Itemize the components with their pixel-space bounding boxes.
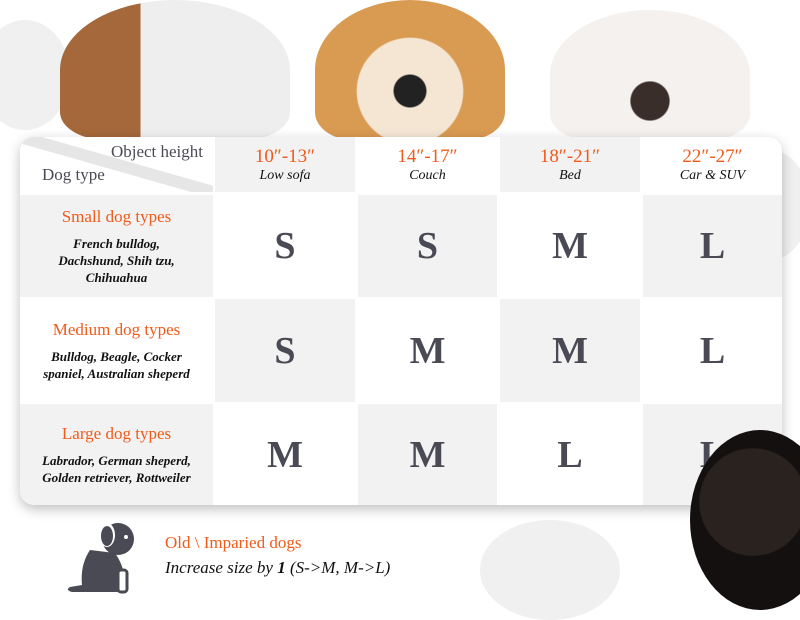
dog-type-title: Large dog types bbox=[61, 423, 172, 443]
height-range: 14″-17″ bbox=[397, 145, 458, 167]
size-cell: M bbox=[358, 299, 497, 402]
object-type: Car & SUV bbox=[679, 167, 746, 183]
object-type: Low sofa bbox=[259, 167, 311, 183]
row-header: Medium dog types Bulldog, Beagle, Cocker… bbox=[20, 299, 213, 402]
column-header: 10″-13″ Low sofa bbox=[215, 137, 355, 192]
size-value: S bbox=[274, 329, 296, 372]
dog-photo-white-dog bbox=[550, 10, 750, 140]
height-range: 22″-27″ bbox=[682, 145, 743, 167]
column-header: 22″-27″ Car & SUV bbox=[643, 137, 782, 192]
breed-list: Labrador, German sheperd, Golden retriev… bbox=[42, 452, 191, 485]
note-text-pre: Increase size by bbox=[165, 558, 278, 577]
dog-photo-spaniel bbox=[690, 430, 800, 610]
size-value: S bbox=[274, 225, 296, 267]
dog-type-label: Dog type bbox=[42, 165, 105, 184]
breed-list: Bulldog, Beagle, Cocker spaniel, Austral… bbox=[43, 348, 190, 381]
dog-type-title: Small dog types bbox=[61, 206, 172, 226]
size-cell: M bbox=[500, 299, 640, 402]
size-cell: S bbox=[215, 299, 355, 402]
dog-photo-bulldog bbox=[60, 0, 290, 140]
size-value: L bbox=[699, 225, 726, 267]
size-cell: L bbox=[643, 299, 782, 402]
size-value: M bbox=[409, 329, 446, 372]
size-value: M bbox=[267, 433, 303, 476]
size-chart-table: Object height Dog type 10″-13″ Low sofa … bbox=[20, 137, 782, 505]
size-cell: S bbox=[215, 195, 355, 297]
height-range: 10″-13″ bbox=[254, 145, 316, 167]
size-cell: L bbox=[643, 195, 782, 297]
breed-list: French bulldog, Dachshund, Shih tzu, Chi… bbox=[58, 235, 175, 285]
size-cell: M bbox=[215, 404, 355, 505]
size-cell: M bbox=[358, 404, 497, 505]
row-header: Small dog types French bulldog, Dachshun… bbox=[20, 195, 213, 297]
size-value: S bbox=[416, 225, 439, 267]
object-type: Bed bbox=[559, 167, 581, 183]
dog-type-title: Medium dog types bbox=[52, 319, 181, 339]
size-value: M bbox=[552, 225, 588, 267]
size-value: M bbox=[552, 329, 588, 372]
size-cell: S bbox=[358, 195, 497, 297]
paw-print-decoration bbox=[0, 20, 70, 130]
column-header: 14″-17″ Couch bbox=[358, 137, 497, 192]
height-range: 18″-21″ bbox=[539, 145, 601, 167]
column-header: 18″-21″ Bed bbox=[500, 137, 640, 192]
size-cell: M bbox=[500, 195, 640, 297]
object-type: Couch bbox=[409, 167, 446, 183]
note-text-bold: 1 bbox=[277, 558, 286, 577]
paw-print-decoration bbox=[480, 520, 620, 620]
size-value: L bbox=[699, 329, 726, 372]
size-value: M bbox=[409, 433, 446, 476]
dog-photo-shiba bbox=[315, 0, 505, 140]
size-cell: L bbox=[500, 404, 640, 505]
size-value: L bbox=[557, 433, 583, 476]
header-corner: Object height Dog type bbox=[20, 137, 213, 192]
row-header: Large dog types Labrador, German sheperd… bbox=[20, 404, 213, 505]
note-text-post: (S->M, M->L) bbox=[285, 558, 391, 577]
note-text: Increase size by 1 (S->M, M->L) bbox=[165, 558, 390, 578]
note-title: Old \ Imparied dogs bbox=[165, 533, 302, 552]
object-height-label: Object height bbox=[110, 142, 203, 161]
dog-icon bbox=[60, 515, 145, 595]
